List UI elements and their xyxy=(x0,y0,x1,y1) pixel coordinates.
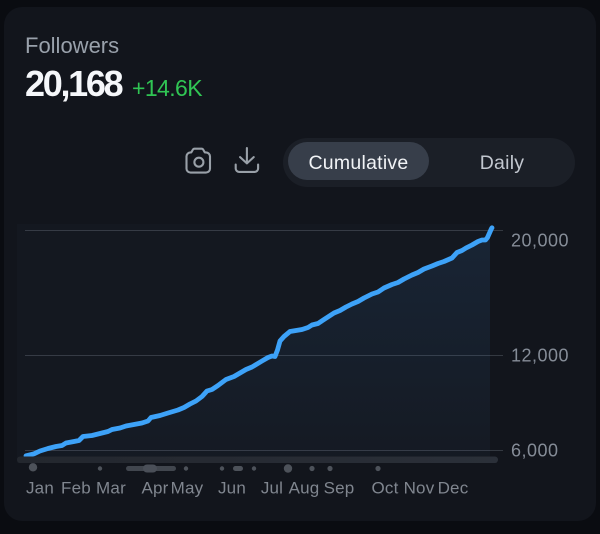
svg-text:Sep: Sep xyxy=(324,479,355,498)
svg-text:Jul: Jul xyxy=(261,479,283,498)
svg-text:Nov: Nov xyxy=(404,479,435,498)
svg-text:20,000: 20,000 xyxy=(511,231,569,251)
svg-text:Feb: Feb xyxy=(61,479,91,498)
svg-text:Jun: Jun xyxy=(218,479,246,498)
svg-text:Jan: Jan xyxy=(26,479,54,498)
svg-text:6,000: 6,000 xyxy=(511,441,559,461)
svg-text:Dec: Dec xyxy=(438,479,469,498)
svg-text:12,000: 12,000 xyxy=(511,346,569,366)
svg-text:Oct: Oct xyxy=(371,479,398,498)
svg-text:Mar: Mar xyxy=(96,479,126,498)
svg-text:Aug: Aug xyxy=(289,479,320,498)
svg-text:Apr: Apr xyxy=(141,479,168,498)
svg-text:May: May xyxy=(171,479,204,498)
